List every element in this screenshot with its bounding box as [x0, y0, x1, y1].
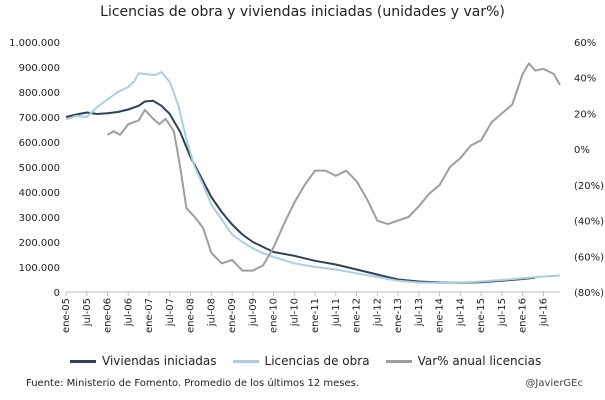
x-tick-label: jul-12: [372, 298, 383, 327]
x-tick-label: ene-09: [227, 298, 238, 333]
y-right-tick-label: (60%): [574, 252, 604, 263]
x-tick-label: ene-12: [352, 298, 363, 333]
x-tick-label: jul-14: [455, 298, 466, 327]
y-left-tick-label: 500.000: [19, 163, 60, 174]
y-left-tick-label: 0: [54, 288, 60, 299]
y-left-tick-label: 1.000.000: [9, 38, 60, 49]
x-tick-label: ene-14: [435, 298, 446, 333]
x-tick-label: ene-10: [269, 298, 280, 333]
x-tick-label: jul-11: [331, 298, 342, 327]
y-right-tick-label: 60%: [574, 38, 596, 49]
y-right-tick-label: (40%): [574, 217, 604, 228]
chart-title: Licencias de obra y viviendas iniciadas …: [100, 4, 505, 20]
y-right-tick-label: 40%: [574, 74, 596, 85]
y-left-tick-label: 400.000: [19, 188, 60, 199]
x-tick-label: ene-07: [144, 298, 155, 333]
x-tick-label: jul-10: [289, 298, 300, 327]
y-left-tick-label: 600.000: [19, 138, 60, 149]
legend-item-viviendas: Viviendas iniciadas: [70, 354, 217, 368]
legend-item-var: Var% anual licencias: [385, 354, 542, 368]
x-tick-label: ene-11: [310, 298, 321, 333]
x-tick-label: jul-16: [538, 298, 549, 327]
legend-item-licencias: Licencias de obra: [232, 354, 370, 368]
y-left-tick-label: 700.000: [19, 113, 60, 124]
series-line-var-anual-licencias: [106, 62, 561, 272]
x-tick-label: ene-08: [186, 298, 197, 333]
x-tick-label: jul-05: [82, 298, 93, 327]
y-left-tick-label: 800.000: [19, 88, 60, 99]
x-tick-label: ene-15: [476, 298, 487, 333]
y-left-tick-label: 200.000: [19, 238, 60, 249]
x-tick-label: ene-06: [103, 298, 114, 333]
legend-label-viviendas: Viviendas iniciadas: [102, 354, 217, 368]
x-tick-label: jul-13: [414, 298, 425, 327]
x-tick-label: jul-15: [497, 298, 508, 327]
legend-swatch-viviendas: [70, 359, 96, 363]
y-left-tick-label: 300.000: [19, 213, 60, 224]
y-left-tick-label: 900.000: [19, 63, 60, 74]
x-tick-label: jul-06: [123, 298, 134, 327]
y-right-tick-label: 20%: [574, 109, 596, 120]
legend-swatch-licencias: [232, 359, 259, 363]
x-tick-label: ene-16: [518, 298, 529, 333]
y-right-tick-label: 0%: [574, 145, 590, 156]
y-right-tick-label: (80%): [574, 288, 604, 299]
legend: Viviendas iniciadas Licencias de obra Va…: [70, 354, 541, 368]
x-tick-label: jul-08: [206, 298, 217, 327]
x-tick-label: ene-05: [61, 298, 72, 333]
x-tick-label: ene-13: [393, 298, 404, 333]
series-line-licencias-de-obra: [65, 71, 561, 284]
y-right-tick-label: (20%): [574, 181, 604, 192]
x-tick-label: jul-07: [165, 298, 176, 327]
x-tick-label: jul-09: [248, 298, 259, 327]
legend-swatch-var: [385, 359, 412, 363]
legend-label-licencias: Licencias de obra: [264, 354, 370, 368]
source-note: Fuente: Ministerio de Fomento. Promedio …: [26, 378, 360, 389]
y-left-tick-label: 100.000: [19, 263, 60, 274]
author-handle: @JavierGEc: [525, 378, 583, 389]
legend-label-var: Var% anual licencias: [417, 354, 542, 368]
